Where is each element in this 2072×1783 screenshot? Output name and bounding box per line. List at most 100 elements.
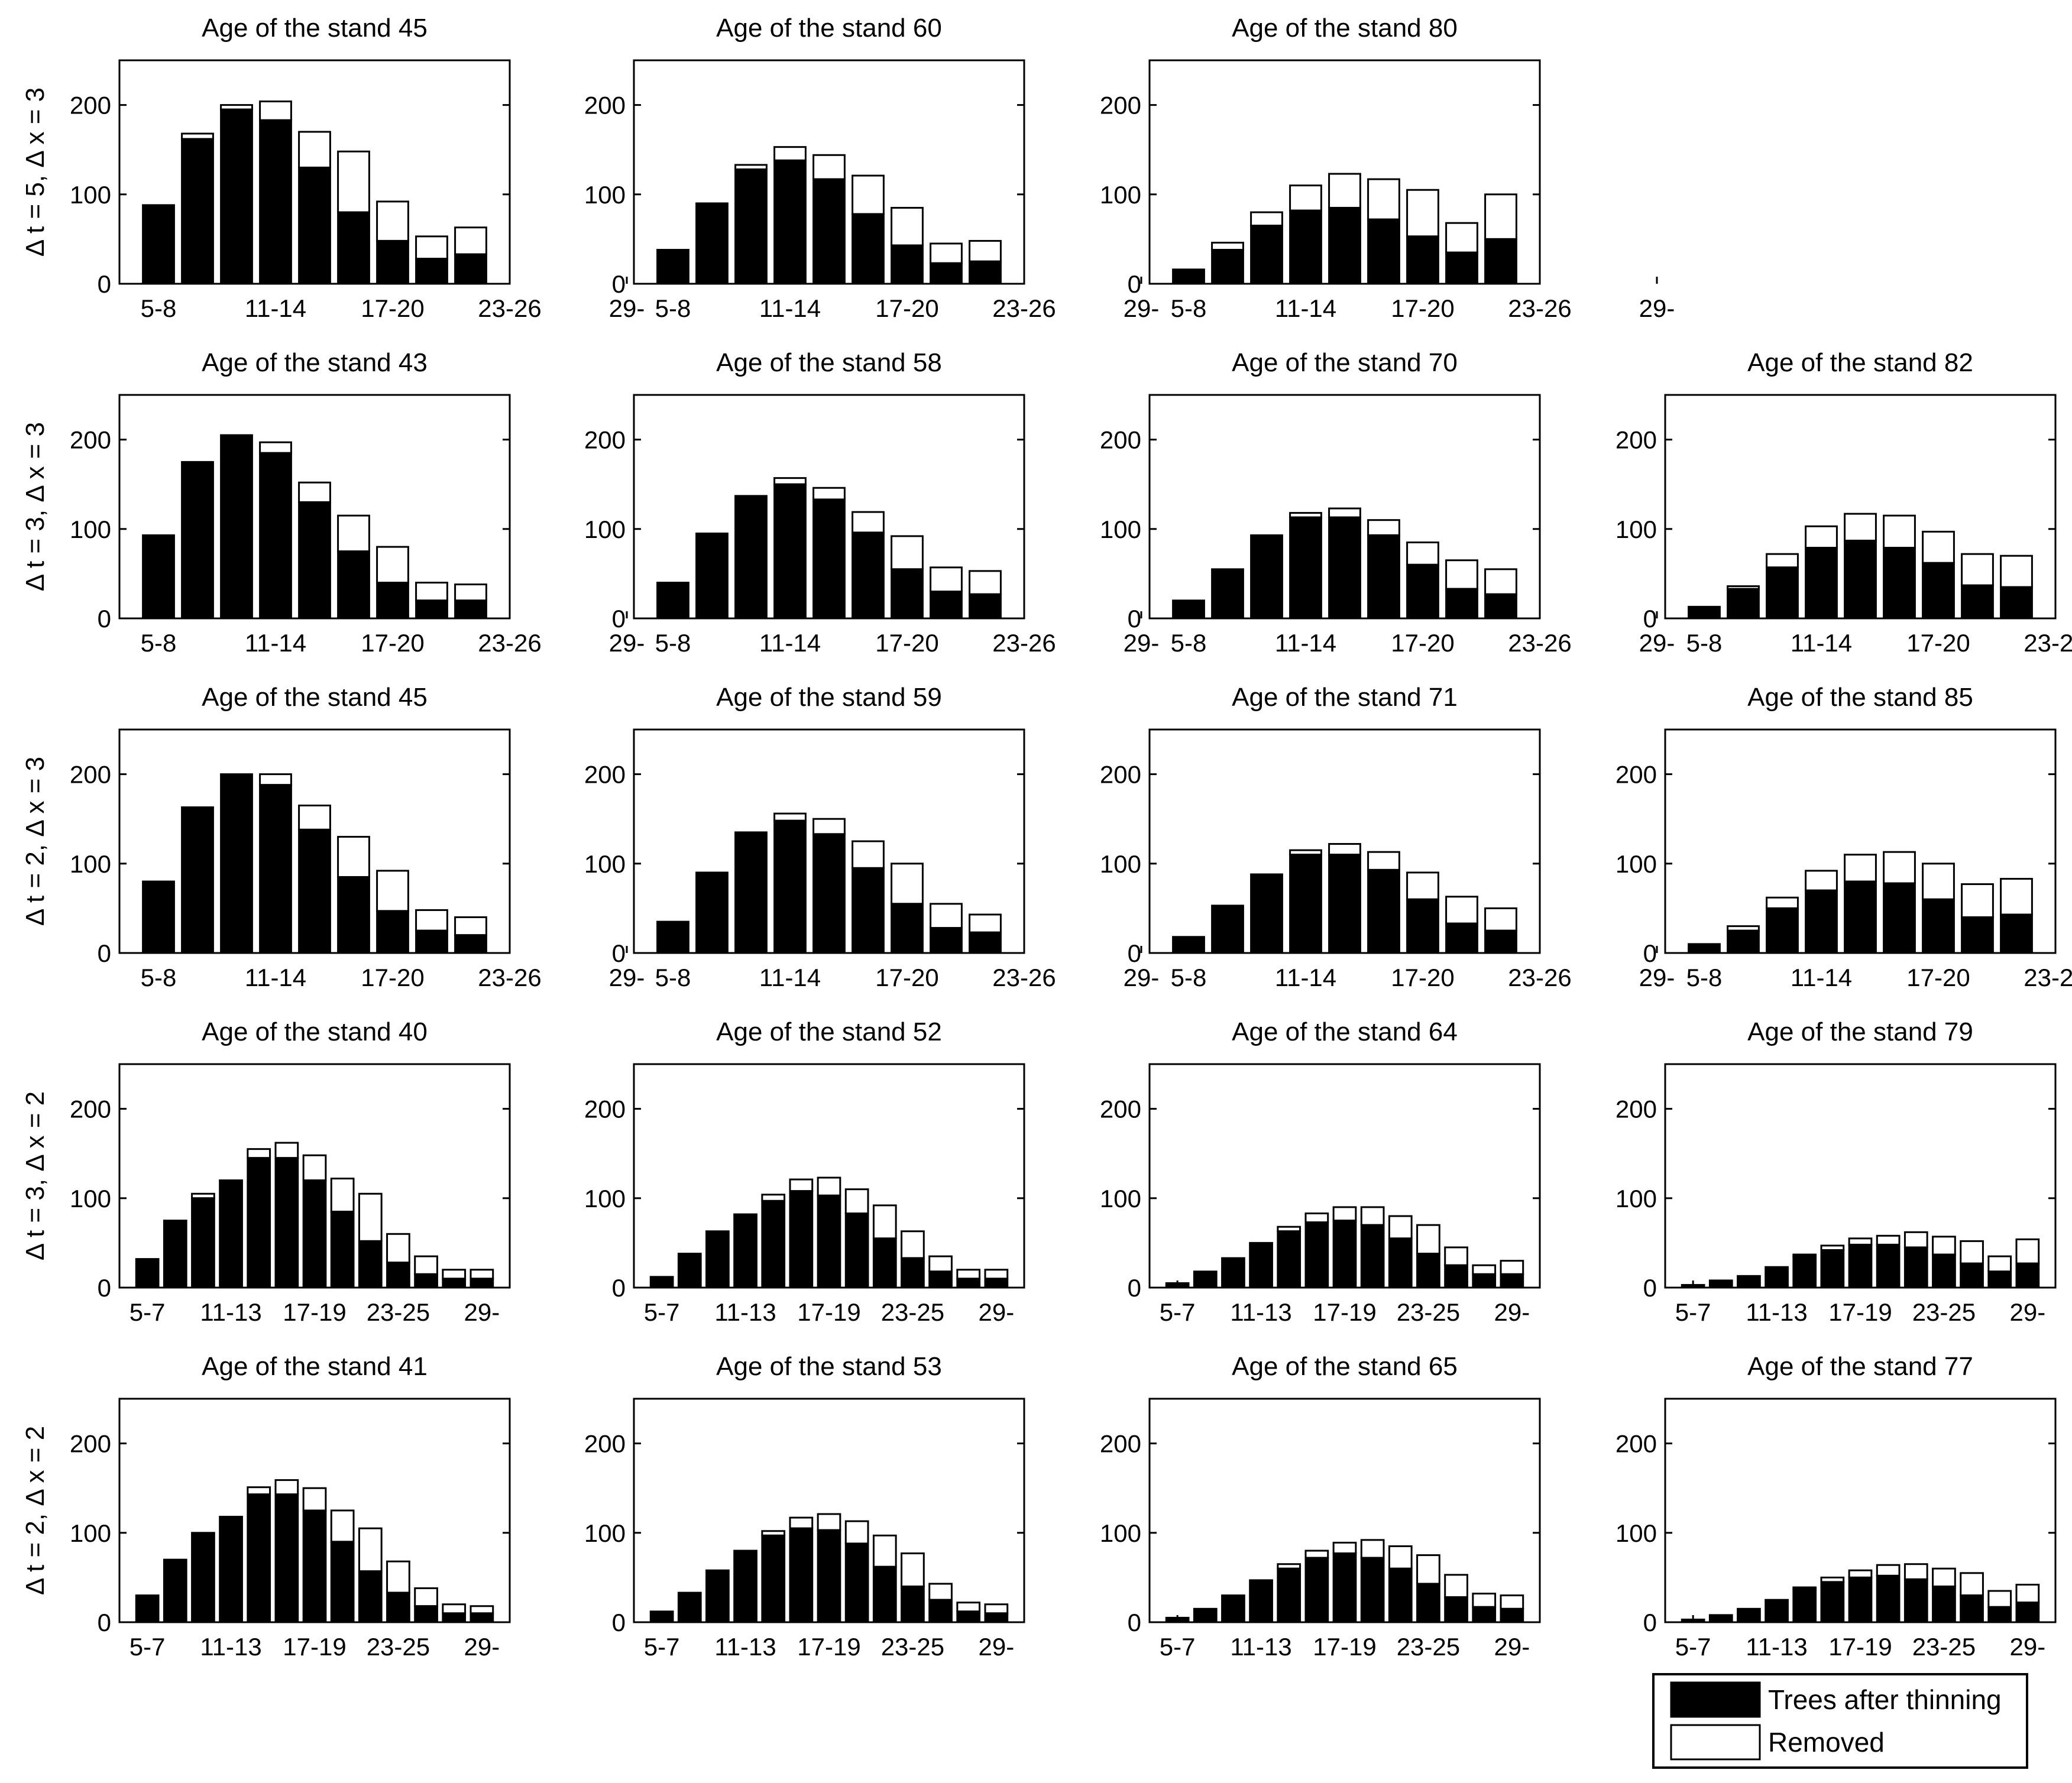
bar-after-thinning [1250, 225, 1283, 285]
x-tick-label: 29- [1124, 294, 1160, 322]
x-tick-label: 11-13 [714, 1633, 776, 1661]
bar-after-thinning [1472, 1606, 1497, 1623]
bar-removed [1484, 193, 1517, 240]
x-tick-label: 23-26 [992, 294, 1056, 322]
bar-after-thinning [930, 927, 963, 954]
x-tick-label: 5-7 [130, 1633, 166, 1661]
y-tick-label: 100 [1615, 516, 1657, 543]
bar-after-thinning [220, 108, 253, 285]
panel-title: Age of the stand 40 [202, 1017, 428, 1046]
panel-title: Age of the stand 60 [716, 14, 942, 43]
x-tick-label: 11-13 [714, 1298, 776, 1326]
x-tick-label: 23-25 [1397, 1298, 1460, 1326]
bar-after-thinning [1903, 1578, 1928, 1623]
bar-after-thinning [442, 1278, 467, 1289]
bar-removed [928, 1583, 953, 1601]
bar-after-thinning [330, 1210, 355, 1289]
y-tick-label: 200 [70, 92, 111, 119]
bar-removed [930, 242, 963, 264]
bar-removed [2000, 555, 2033, 588]
bar-after-thinning [1820, 1249, 1845, 1289]
bar-removed [386, 1233, 410, 1264]
x-tick-label: 29- [979, 1633, 1015, 1661]
bar-removed [376, 546, 409, 584]
bar-after-thinning [1484, 593, 1517, 620]
bar-after-thinning [1844, 539, 1877, 620]
bar-after-thinning [1987, 1606, 2012, 1623]
bar-removed [817, 1513, 841, 1531]
bar-after-thinning [1406, 235, 1439, 285]
bar-after-thinning [1792, 1255, 1817, 1289]
y-tick-label: 0 [98, 1274, 111, 1302]
bar-after-thinning [376, 239, 409, 285]
bar-removed [337, 150, 370, 213]
bar-after-thinning [761, 1200, 786, 1289]
legend-label-removed: Removed [1768, 1727, 1885, 1758]
x-tick-label: 23-26 [2024, 964, 2072, 991]
bar-removed [1848, 1569, 1873, 1578]
bar-after-thinning [1444, 1596, 1468, 1623]
panels: 0 100 200 5-8 11-14 17-20 23-26 29- Age of the s… [21, 14, 2072, 1661]
bar-after-thinning [1388, 1567, 1413, 1623]
bar-removed [891, 206, 924, 247]
x-tick-label: 17-20 [361, 629, 424, 657]
bar-removed [454, 583, 487, 602]
x-tick-label: 11-13 [1746, 1633, 1807, 1661]
bar-removed [773, 477, 807, 485]
panel-title: Age of the stand 64 [1232, 1017, 1458, 1046]
bar-after-thinning [1304, 1221, 1329, 1289]
bar-after-thinning [1211, 905, 1244, 954]
x-tick-label: 11-14 [1275, 964, 1336, 991]
bar-removed [1211, 241, 1244, 251]
bar-after-thinning [414, 1273, 438, 1289]
bar-after-thinning [358, 1570, 383, 1623]
y-tick-label: 0 [1128, 939, 1141, 967]
bar-after-thinning [956, 1610, 981, 1623]
bar-removed [1987, 1590, 2012, 1608]
bar-removed [1961, 553, 1994, 586]
bar-after-thinning [852, 213, 885, 285]
y-tick-label: 200 [584, 1095, 626, 1123]
bar-removed [773, 812, 807, 822]
bar-removed [470, 1605, 494, 1615]
bar-after-thinning [181, 806, 214, 954]
bar-after-thinning [1277, 1230, 1302, 1289]
x-tick-label: 23-25 [881, 1633, 944, 1661]
chart-panel: 0 100 200 5-7 11-13 17-19 23-25 29- Age of the s… [584, 1017, 1025, 1326]
bar-removed [901, 1230, 925, 1259]
x-tick-label: 29- [1124, 629, 1160, 657]
bar-after-thinning [454, 253, 487, 285]
bar-after-thinning [1766, 907, 1799, 954]
y-tick-label: 0 [98, 605, 111, 633]
y-tick-label: 200 [70, 1095, 111, 1123]
bar-after-thinning [1805, 889, 1838, 954]
bar-removed [852, 511, 885, 534]
bar-removed [1903, 1231, 1928, 1249]
bar-after-thinning [163, 1220, 187, 1289]
y-tick-label: 0 [612, 605, 626, 633]
bar-after-thinning [1922, 898, 1955, 954]
chart-panel: 0 100 200 5-8 11-14 17-20 23-26 29- Age of the s… [1615, 348, 2072, 657]
bar-after-thinning [872, 1237, 897, 1289]
legend-swatch-removed [1670, 1724, 1761, 1761]
bar-removed [247, 1148, 271, 1159]
x-tick-label: 23-25 [1912, 1298, 1976, 1326]
y-tick-label: 200 [584, 761, 626, 789]
bar-removed [415, 235, 448, 260]
x-tick-label: 29- [2010, 1298, 2046, 1326]
y-tick-label: 100 [584, 516, 626, 543]
x-tick-label: 29- [464, 1633, 500, 1661]
x-tick-label: 17-20 [361, 294, 424, 322]
bar-removed [1367, 519, 1400, 536]
bar-after-thinning [337, 211, 370, 285]
bar-after-thinning [1727, 929, 1760, 954]
bar-after-thinning [1332, 1220, 1357, 1289]
bar-after-thinning [1250, 873, 1283, 954]
x-tick-label: 11-14 [1275, 629, 1336, 657]
x-tick-label: 17-19 [1828, 1298, 1892, 1326]
chart-panel: 0 100 200 5-8 11-14 17-20 23-26 29- Age of the s… [584, 14, 1159, 322]
x-tick-label: 29- [2010, 1633, 2046, 1661]
bar-after-thinning [1727, 588, 1760, 620]
row-label: Δ t = 2, Δ x = 2 [21, 1426, 50, 1595]
bar-after-thinning [1406, 563, 1439, 620]
